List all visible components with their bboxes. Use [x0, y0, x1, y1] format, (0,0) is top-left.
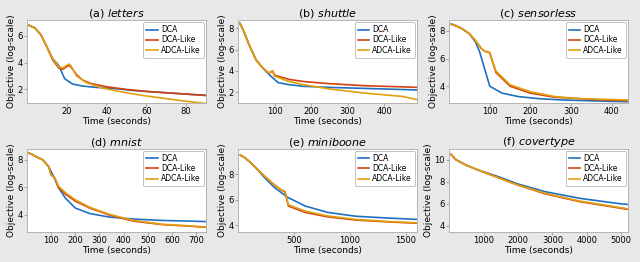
Y-axis label: Objective (log-scale): Objective (log-scale) [218, 15, 227, 108]
Legend: DCA, DCA-Like, ADCA-Like: DCA, DCA-Like, ADCA-Like [143, 151, 204, 186]
Title: (c) $\it{sensorless}$: (c) $\it{sensorless}$ [499, 7, 578, 20]
Y-axis label: Objective (log-scale): Objective (log-scale) [218, 143, 227, 237]
Title: (d) $\it{mnist}$: (d) $\it{mnist}$ [90, 136, 143, 149]
X-axis label: Time (seconds): Time (seconds) [293, 117, 362, 126]
Legend: DCA, DCA-Like, ADCA-Like: DCA, DCA-Like, ADCA-Like [566, 22, 626, 58]
Title: (f) $\it{covertype}$: (f) $\it{covertype}$ [502, 135, 575, 149]
X-axis label: Time (seconds): Time (seconds) [504, 246, 573, 255]
Legend: DCA, DCA-Like, ADCA-Like: DCA, DCA-Like, ADCA-Like [143, 22, 204, 58]
Title: (a) $\it{letters}$: (a) $\it{letters}$ [88, 7, 145, 20]
X-axis label: Time (seconds): Time (seconds) [82, 246, 151, 255]
X-axis label: Time (seconds): Time (seconds) [293, 246, 362, 255]
Title: (b) $\it{shuttle}$: (b) $\it{shuttle}$ [298, 7, 357, 20]
X-axis label: Time (seconds): Time (seconds) [504, 117, 573, 126]
Legend: DCA, DCA-Like, ADCA-Like: DCA, DCA-Like, ADCA-Like [355, 151, 415, 186]
Legend: DCA, DCA-Like, ADCA-Like: DCA, DCA-Like, ADCA-Like [566, 151, 626, 186]
Y-axis label: Objective (log-scale): Objective (log-scale) [429, 15, 438, 108]
Title: (e) $\it{miniboone}$: (e) $\it{miniboone}$ [288, 136, 367, 149]
Y-axis label: Objective (log-scale): Objective (log-scale) [7, 143, 16, 237]
Y-axis label: Objective (log-scale): Objective (log-scale) [424, 143, 433, 237]
X-axis label: Time (seconds): Time (seconds) [82, 117, 151, 126]
Y-axis label: Objective (log-scale): Objective (log-scale) [7, 15, 16, 108]
Legend: DCA, DCA-Like, ADCA-Like: DCA, DCA-Like, ADCA-Like [355, 22, 415, 58]
